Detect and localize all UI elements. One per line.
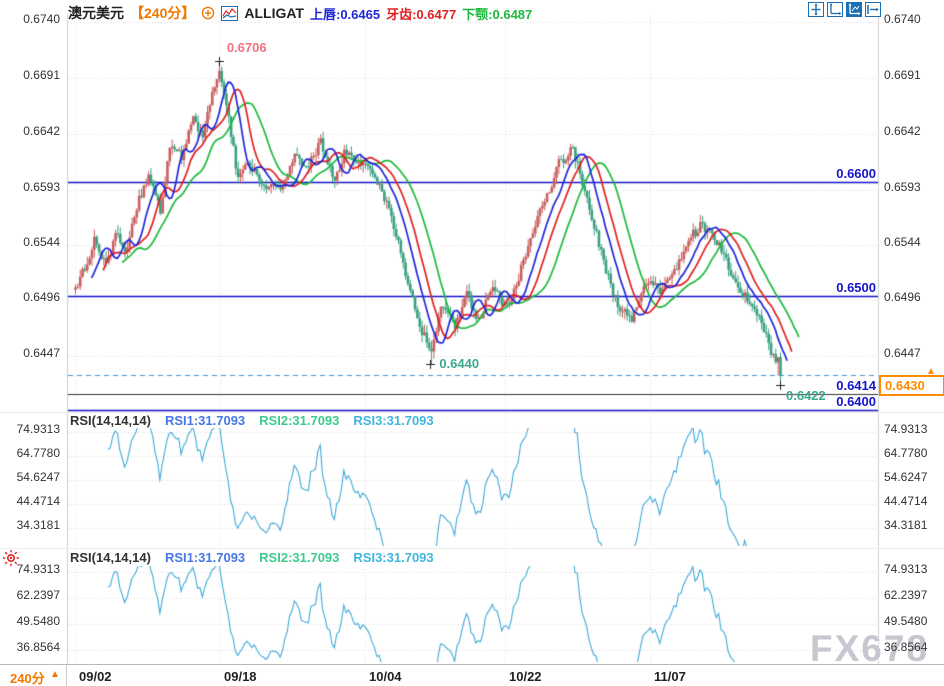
time-axis-bar: 240分 ▲ 09/02 09/18 10/04 10/22 11/07 — [0, 664, 944, 686]
alligator-jaw-value: 下颚:0.6487 — [462, 6, 533, 22]
price-up-triangle-icon: ▲ — [926, 366, 936, 377]
pan-move-button[interactable] — [808, 2, 824, 17]
indicator-alert-sun-icon[interactable] — [2, 549, 20, 567]
current-price-box: 0.6430 — [879, 375, 944, 396]
date-axis-label: 11/07 — [654, 669, 686, 684]
zoom-axes-active-button[interactable] — [846, 2, 862, 17]
date-axis-label: 10/22 — [509, 669, 542, 684]
rsi3-value: RSI3:31.7093 — [353, 550, 434, 565]
rsi3-value: RSI3:31.7093 — [353, 413, 434, 428]
date-axis-label: 09/18 — [224, 669, 257, 684]
add-indicator-icon[interactable] — [201, 6, 215, 20]
watermark: FX678 — [810, 628, 930, 669]
rsi2-panel-header: RSI(14,14,14) RSI1:31.7093 RSI2:31.7093 … — [70, 550, 434, 565]
timeframe-up-triangle-icon[interactable]: ▲ — [50, 669, 60, 680]
rsi1-value: RSI1:31.7093 — [164, 413, 246, 428]
indicator-chart-icon — [221, 5, 239, 21]
rsi-title: RSI(14,14,14) — [70, 413, 151, 428]
axis-divider — [66, 665, 67, 686]
rsi2-value: RSI2:31.7093 — [259, 550, 340, 565]
rsi2-value: RSI2:31.7093 — [259, 413, 340, 428]
date-axis-label: 10/04 — [369, 669, 402, 684]
chart-toolbar — [808, 2, 881, 17]
exit-zoom-button[interactable] — [865, 2, 881, 17]
rsi-title: RSI(14,14,14) — [70, 550, 151, 565]
rsi1-value: RSI1:31.7093 — [164, 550, 246, 565]
date-axis-label: 09/02 — [79, 669, 112, 684]
timeframe-label: 【240分】 — [130, 5, 196, 21]
alligator-teeth-value: 牙齿:0.6477 — [386, 6, 457, 22]
alligator-lips-value: 上唇:0.6465 — [309, 6, 381, 22]
timeframe-selector[interactable]: 240分 — [10, 671, 45, 686]
zoom-axes-button[interactable] — [827, 2, 843, 17]
indicator-name: ALLIGAT — [244, 5, 304, 21]
rsi1-panel-header: RSI(14,14,14) RSI1:31.7093 RSI2:31.7093 … — [70, 413, 434, 428]
chart-header: 澳元美元 【240分】 ALLIGAT 上唇:0.6465 牙齿:0.6477 … — [68, 3, 532, 23]
symbol-title: 澳元美元 — [68, 5, 124, 21]
